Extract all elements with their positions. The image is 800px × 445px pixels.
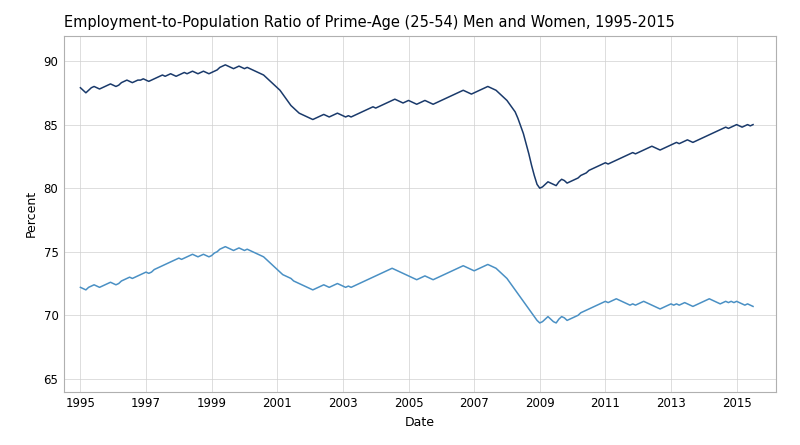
- Y-axis label: Percent: Percent: [25, 190, 38, 237]
- Text: Employment-to-Population Ratio of Prime-Age (25-54) Men and Women, 1995-2015: Employment-to-Population Ratio of Prime-…: [64, 15, 674, 30]
- X-axis label: Date: Date: [405, 416, 435, 429]
